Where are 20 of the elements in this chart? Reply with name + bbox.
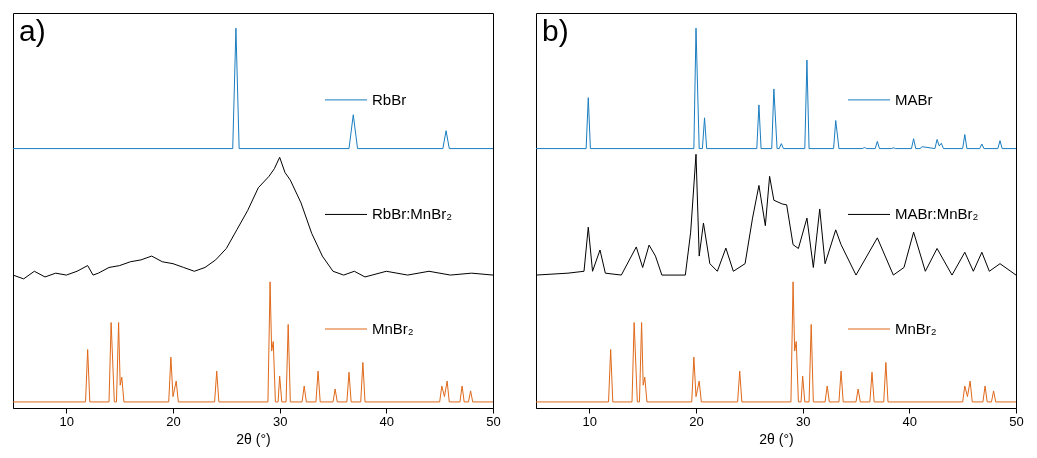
x-tick-label: 20 [166,413,181,429]
x-tick-label: 50 [1009,413,1024,429]
x-tick-label: 10 [582,413,598,429]
x-axis-title: 2θ (°) [236,430,271,447]
x-tick-label: 30 [272,413,288,429]
legend-label: MnBr₂ [895,320,937,337]
legend-label: RbBr:MnBr₂ [372,205,453,223]
x-tick-label: 40 [902,413,918,429]
x-tick-label: 20 [689,413,704,429]
legend-label: RbBr [372,90,407,108]
x-tick-label: 30 [795,413,811,429]
legend-label: MABr [895,90,933,108]
x-axis-title: 2θ (°) [759,430,794,447]
x-tick-label: 40 [379,413,395,429]
legend-label: MABr:MnBr₂ [895,205,979,223]
x-tick-label: 50 [486,413,501,429]
chart-title: a) [19,14,46,47]
chart-title: b) [542,14,569,47]
legend-label: MnBr₂ [372,320,414,337]
x-tick-label: 10 [59,413,75,429]
